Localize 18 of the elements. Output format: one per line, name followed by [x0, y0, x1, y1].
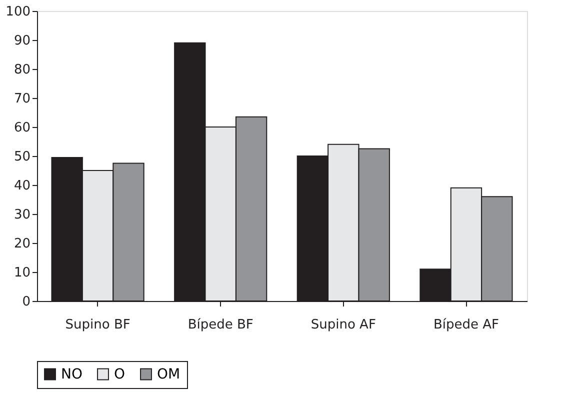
x-tick-label: Supino AF [310, 318, 376, 332]
x-tick-label: Supino BF [65, 318, 130, 332]
y-tick-label: 70 [14, 92, 30, 106]
y-tick-label: 40 [14, 178, 30, 194]
legend-label: NO [61, 366, 82, 382]
legend-label: OM [157, 366, 180, 382]
y-tick-label: 10 [14, 266, 30, 280]
y-tick-label: 100 [6, 4, 30, 20]
y-tick-label: 20 [14, 236, 30, 252]
y-tick-label: 0 [22, 294, 30, 310]
legend-label: O [114, 366, 126, 382]
y-tick-label: 30 [14, 208, 30, 222]
x-tick-label: Bípede BF [188, 318, 254, 332]
y-tick-label: 80 [14, 62, 30, 78]
y-tick-label: 50 [14, 150, 30, 164]
y-tick-label: 90 [14, 34, 30, 48]
y-tick-label: 60 [14, 120, 30, 136]
x-tick-label: Bípede AF [433, 318, 499, 332]
